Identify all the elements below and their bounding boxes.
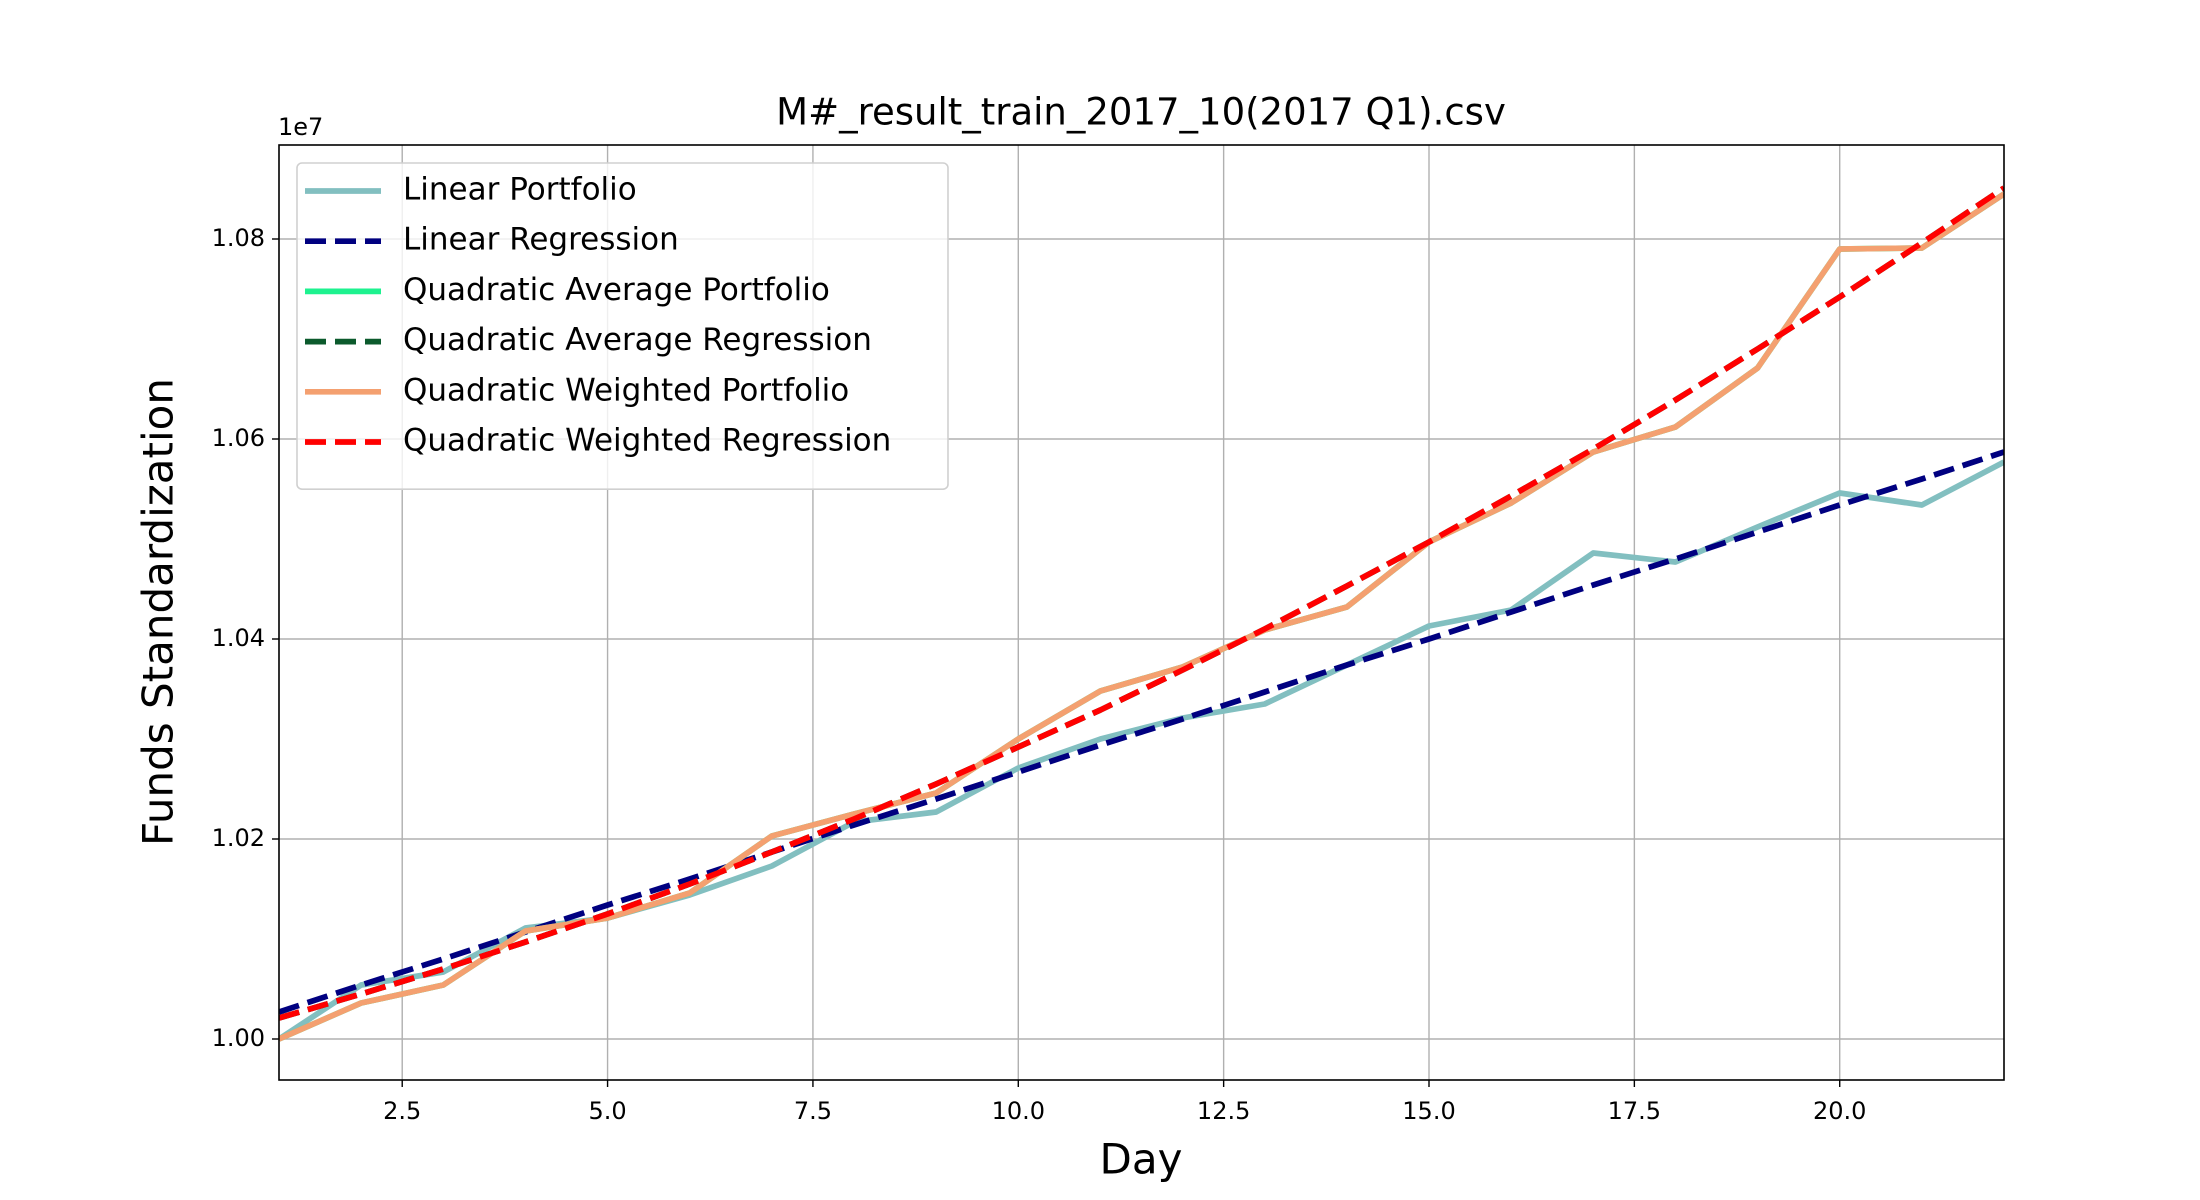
- legend-label: Quadratic Weighted Portfolio: [403, 372, 849, 408]
- x-tick-label: 20.0: [1813, 1097, 1866, 1125]
- y-axis-label: Funds Standardization: [134, 378, 183, 846]
- series-line: [279, 185, 2004, 1021]
- x-tick-label: 17.5: [1608, 1097, 1661, 1125]
- x-tick-label: 10.0: [992, 1097, 1045, 1125]
- legend-label: Quadratic Average Regression: [403, 322, 872, 358]
- legend-label: Quadratic Weighted Regression: [403, 423, 891, 459]
- series-line: [279, 449, 2004, 1015]
- y-tick-label: 1.02: [212, 824, 265, 852]
- y-offset-label: 1e7: [278, 113, 323, 141]
- y-tick-label: 1.08: [212, 224, 265, 252]
- legend-box: [296, 162, 949, 491]
- x-tick-label: 2.5: [383, 1097, 421, 1125]
- chart-title: M#_result_train_2017_10(2017 Q1).csv: [776, 91, 1506, 134]
- y-tick-label: 1.00: [212, 1024, 265, 1052]
- series-line: [279, 191, 2004, 1042]
- legend-label: Linear Portfolio: [403, 172, 637, 208]
- x-axis-label: Day: [1100, 1135, 1183, 1184]
- legend-label: Quadratic Average Portfolio: [403, 272, 830, 308]
- x-tick-label: 5.0: [588, 1097, 626, 1125]
- plot-frame: [278, 144, 2005, 1081]
- y-tick-label: 1.06: [212, 424, 265, 452]
- y-tick-label: 1.04: [212, 624, 265, 652]
- x-tick-label: 7.5: [794, 1097, 832, 1125]
- legend-label: Linear Regression: [403, 222, 679, 258]
- x-tick-label: 12.5: [1197, 1097, 1250, 1125]
- x-tick-label: 15.0: [1402, 1097, 1455, 1125]
